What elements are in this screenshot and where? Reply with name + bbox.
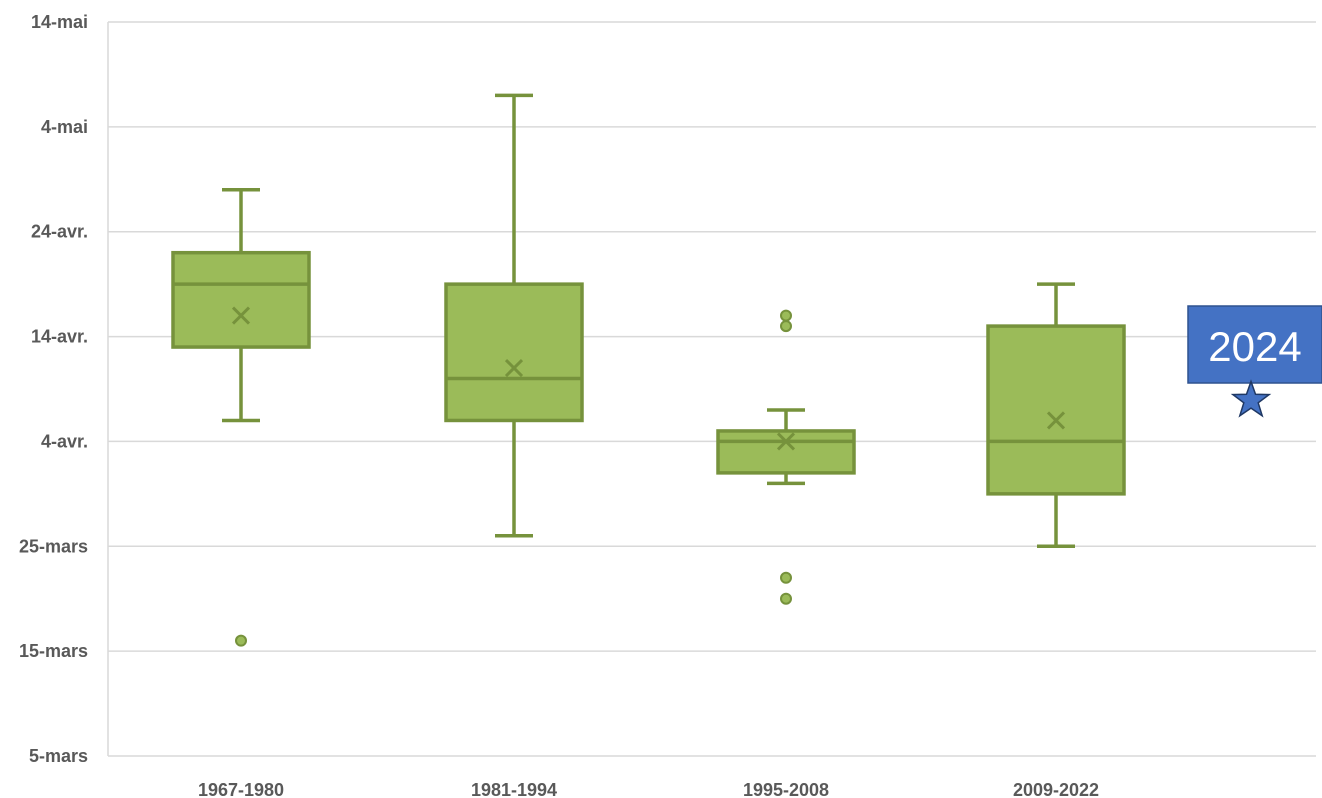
highlight-callout-label: 2024: [1208, 323, 1301, 370]
box-1967-1980: [171, 188, 311, 647]
y-tick-label: 14-avr.: [31, 327, 88, 347]
x-category-label: 1981-1994: [471, 780, 557, 798]
mean-marker: [776, 432, 796, 451]
y-tick-label: 24-avr.: [31, 222, 88, 242]
mean-marker: [231, 306, 251, 325]
box-iqr: [444, 282, 584, 423]
mean-marker: [504, 358, 524, 378]
box-iqr: [716, 429, 856, 475]
highlight-group: 2024: [1187, 305, 1322, 418]
box-iqr: [986, 324, 1126, 496]
x-category-label: 2009-2022: [1013, 780, 1099, 798]
y-tick-label: 4-mai: [41, 117, 88, 137]
mean-x-stroke: [776, 432, 796, 451]
x-category-label: 1995-2008: [743, 780, 829, 798]
y-tick-label: 25-mars: [19, 536, 88, 556]
y-axis-tick-labels: 5-mars 15-mars 25-mars 4-avr. 14-avr. 24-avr.…: [19, 12, 88, 766]
mean-x-stroke: [231, 306, 251, 325]
y-tick-label: 4-avr.: [41, 431, 88, 451]
gridlines: [107, 21, 1316, 757]
box-1981-1994: [444, 93, 584, 538]
mean-x-stroke: [504, 358, 524, 378]
y-tick-label: 14-mai: [31, 12, 88, 32]
box-series: [171, 93, 1126, 647]
outlier-point: [780, 320, 792, 333]
x-axis-category-labels: 1967-1980 1981-1994 1995-2008 2009-2022: [198, 780, 1099, 798]
outlier-point: [780, 571, 792, 584]
outlier-point: [780, 309, 792, 322]
star-icon: [1230, 379, 1272, 418]
box-2009-2022: [986, 282, 1126, 549]
box-1995-2008: [716, 309, 856, 605]
highlight-callout-box: [1187, 305, 1322, 384]
y-tick-label: 5-mars: [29, 746, 88, 766]
outlier-point: [235, 634, 247, 647]
x-category-label: 1967-1980: [198, 780, 284, 798]
y-tick-label: 15-mars: [19, 641, 88, 661]
mean-x-stroke: [1046, 411, 1066, 430]
mean-marker: [1046, 411, 1066, 430]
box-iqr: [171, 250, 311, 349]
outlier-point: [780, 592, 792, 605]
